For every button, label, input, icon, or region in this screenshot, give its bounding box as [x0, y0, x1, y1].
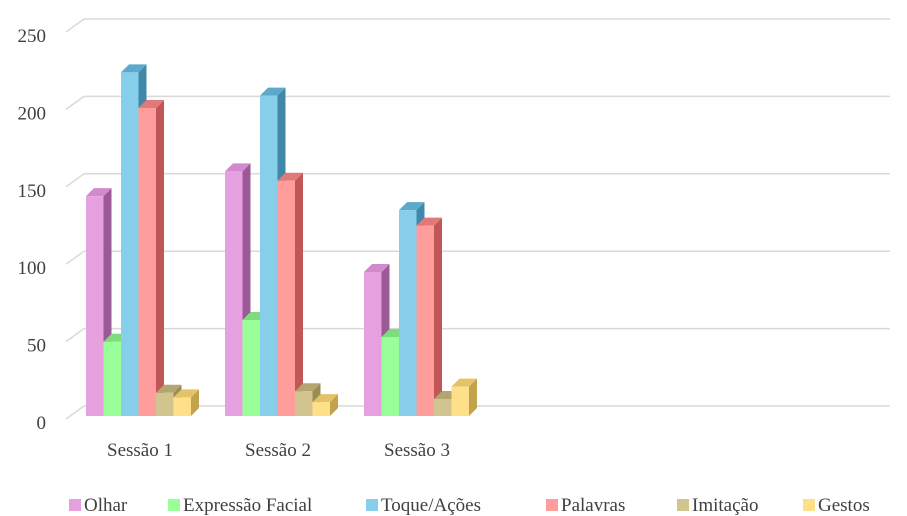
bar	[156, 392, 174, 416]
bar-top	[364, 264, 390, 273]
bar-top	[295, 383, 321, 392]
bar	[312, 402, 330, 416]
y-tick-label: 100	[18, 258, 47, 279]
bar-top	[156, 384, 182, 393]
y-tick-label: 250	[18, 26, 47, 47]
legend-label: Expressão Facial	[183, 495, 312, 516]
y-tick-label: 0	[37, 413, 47, 434]
legend-swatch	[677, 499, 689, 511]
bar	[434, 398, 452, 416]
gridlines	[65, 18, 890, 420]
bar	[173, 397, 191, 416]
legend-label: Gestos	[818, 495, 870, 516]
bar-side	[469, 378, 477, 416]
gridline-slant	[65, 250, 85, 265]
bar-top	[399, 202, 425, 211]
bar	[399, 210, 417, 416]
x-category-label: Sessão 2	[245, 440, 311, 461]
bar-side	[295, 172, 303, 416]
bar	[86, 196, 104, 416]
bar-top	[451, 378, 477, 387]
gridline-slant	[65, 173, 85, 188]
bar-top	[138, 99, 164, 108]
gridline-slant	[65, 95, 85, 111]
bars	[86, 64, 477, 417]
bar-top	[312, 394, 338, 403]
y-tick-label: 150	[18, 181, 47, 202]
bar	[295, 391, 313, 416]
y-tick-label: 200	[18, 103, 47, 124]
legend-swatch	[366, 499, 378, 511]
bar	[103, 341, 121, 416]
bar	[381, 337, 399, 416]
legend-label: Imitação	[692, 495, 758, 516]
gridline-slant	[65, 405, 85, 420]
bar	[242, 320, 260, 416]
bar-top	[121, 64, 147, 73]
gridline-slant	[65, 18, 85, 33]
bar	[121, 72, 139, 417]
bar	[225, 171, 243, 416]
legend-swatch	[69, 499, 81, 511]
legend-label: Toque/Ações	[381, 495, 481, 516]
bar-side	[330, 394, 338, 416]
bar	[138, 107, 156, 416]
bar-top	[86, 188, 112, 197]
bar	[277, 180, 295, 416]
bar-side	[191, 389, 199, 416]
legend-label: Olhar	[84, 495, 128, 516]
legend-label: Palavras	[561, 495, 625, 516]
gridline-slant	[65, 327, 85, 343]
bar	[451, 386, 469, 416]
x-category-label: Sessão 1	[107, 440, 173, 461]
bar	[364, 272, 382, 416]
y-tick-label: 50	[27, 336, 46, 357]
bar	[260, 95, 278, 417]
bar-top	[173, 389, 199, 398]
bar-side	[156, 99, 164, 416]
bar	[416, 225, 434, 416]
bar-top	[225, 163, 251, 172]
legend-swatch	[546, 499, 558, 511]
bar-top	[260, 87, 286, 96]
bar-top	[416, 217, 442, 226]
bar-side	[434, 217, 442, 416]
x-category-label: Sessão 3	[384, 440, 450, 461]
legend-swatch	[803, 499, 815, 511]
bar-top	[277, 172, 303, 181]
legend: Olhar Expressão Facial Toque/Ações Palavras…	[69, 495, 870, 516]
legend-swatch	[168, 499, 180, 511]
